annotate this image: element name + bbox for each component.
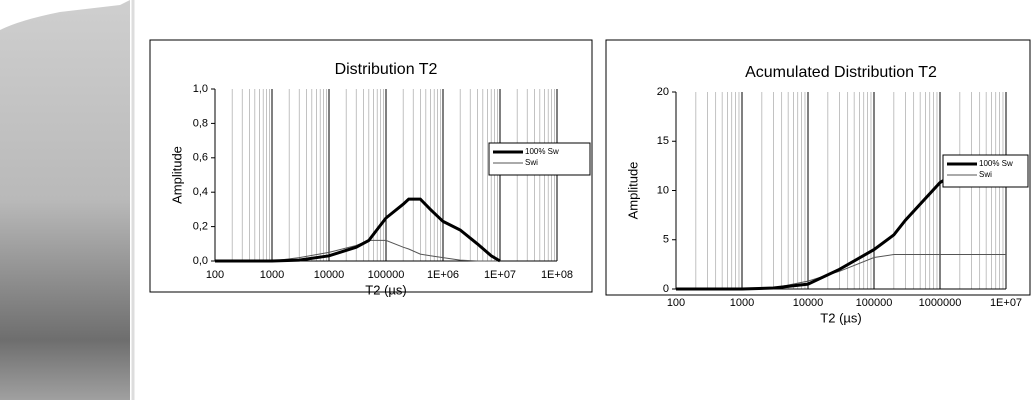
- x-tick-label: 10000: [793, 297, 824, 309]
- series-line: [215, 197, 501, 263]
- x-tick-label: 1E+07: [990, 297, 1022, 309]
- legend-label: 100% Sw: [979, 159, 1013, 168]
- x-tick-label: 100000: [368, 269, 405, 281]
- legend-box: [488, 142, 591, 176]
- y-tick-label: 0,6: [193, 152, 208, 164]
- x-tick-label: 1E+06: [427, 269, 459, 281]
- y-tick-label: 1,0: [193, 83, 208, 95]
- core-sample-image: [0, 0, 130, 400]
- y-tick-label: 0: [663, 283, 669, 295]
- x-axis-label: T2 (µs): [365, 282, 406, 297]
- y-tick-label: 15: [657, 135, 669, 147]
- x-tick-label: 10000: [314, 269, 345, 281]
- x-tick-label: 1000000: [919, 297, 962, 309]
- y-tick-label: 0,8: [193, 117, 208, 129]
- x-tick-label: 100: [667, 297, 685, 309]
- legend-label: Swi: [979, 170, 992, 179]
- x-tick-label: 1000: [730, 297, 754, 309]
- x-tick-label: 100: [206, 269, 224, 281]
- y-tick-label: 0,2: [193, 221, 208, 233]
- chart-title: Acumulated Distribution T2: [745, 64, 937, 81]
- x-tick-label: 1E+08: [541, 269, 573, 281]
- chart-title: Distribution T2: [335, 61, 438, 78]
- y-tick-label: 5: [663, 234, 669, 246]
- x-tick-label: 1E+07: [484, 269, 516, 281]
- y-tick-label: 0,4: [193, 186, 208, 198]
- y-axis-label: Amplitude: [169, 146, 184, 204]
- y-tick-label: 10: [657, 184, 669, 196]
- x-tick-label: 100000: [856, 297, 893, 309]
- x-axis-label: T2 (µs): [820, 310, 861, 325]
- x-tick-label: 1000: [260, 269, 284, 281]
- y-tick-label: 20: [657, 86, 669, 98]
- y-axis-label: Amplitude: [625, 162, 640, 220]
- legend-label: 100% Sw: [525, 147, 559, 156]
- legend-box: [942, 154, 1029, 188]
- series-line: [215, 239, 500, 262]
- legend-label: Swi: [525, 158, 538, 167]
- y-tick-label: 0,0: [193, 255, 208, 267]
